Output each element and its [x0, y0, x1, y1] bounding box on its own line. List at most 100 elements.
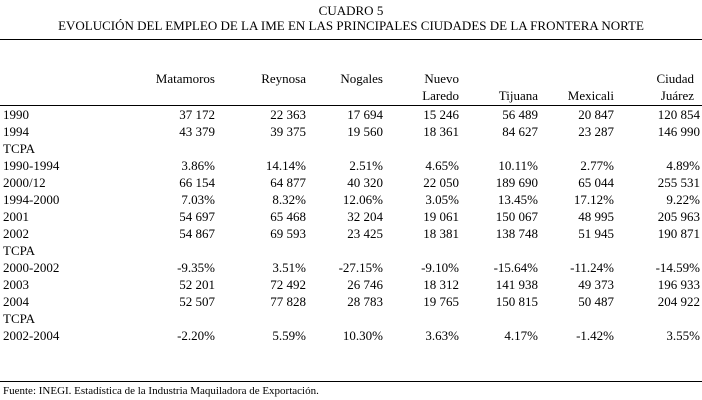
table-cell [459, 140, 538, 157]
table-row: 2002-2004 -2.20% 5.59% 10.30% 3.63% 4.17% -1.4… [0, 327, 700, 344]
table-row: 1990-1994 3.86% 14.14% 2.51% 4.65% 10.11% 2.77… [0, 157, 700, 174]
row-label: 2002-2004 [3, 328, 60, 343]
table-row: TCPA [0, 140, 700, 157]
table-cell: -15.64% [493, 260, 538, 275]
row-label: 2003 [3, 277, 29, 292]
table-cell: 32 204 [347, 209, 383, 224]
table-cell: 150 815 [495, 294, 538, 309]
source-note: Fuente: INEGI. Estadística de la Industr… [3, 385, 319, 397]
table-cell: 64 877 [270, 175, 306, 190]
bottom-rule [0, 381, 702, 382]
table-cell: 19 560 [347, 124, 383, 139]
table-cell: 141 938 [495, 277, 538, 292]
table-cell: 3.51% [272, 260, 306, 275]
table-cell: 43 379 [179, 124, 215, 139]
table-cell: 28 783 [347, 294, 383, 309]
row-label: TCPA [3, 141, 36, 156]
table-cell: 17 694 [347, 107, 383, 122]
table-cell: 50 487 [578, 294, 614, 309]
table-cell: 4.17% [504, 328, 538, 343]
table-cell: 196 933 [657, 277, 700, 292]
row-label: 1994 [3, 124, 29, 139]
table-row: TCPA [0, 242, 700, 259]
column-header-nogales: Nogales [340, 71, 383, 86]
table-cell: 49 373 [578, 277, 614, 292]
table-cell [383, 310, 459, 327]
table-cell: 150 067 [495, 209, 538, 224]
table-cell [538, 310, 614, 327]
table-cell: 65 468 [270, 209, 306, 224]
table-cell [95, 310, 215, 327]
table-cell: 13.45% [497, 192, 538, 207]
table-cell: 77 828 [270, 294, 306, 309]
table-cell: -2.20% [177, 328, 215, 343]
row-label: 2004 [3, 294, 29, 309]
table-cell: 204 922 [657, 294, 700, 309]
table-cell [459, 310, 538, 327]
table-cell: 138 748 [495, 226, 538, 241]
table-cell: 56 489 [502, 107, 538, 122]
table-cell: 255 531 [657, 175, 700, 190]
table-cell: -9.35% [177, 260, 215, 275]
table-cell: 5.59% [272, 328, 306, 343]
table-row: 1994 43 379 39 375 19 560 18 361 84 627 23 287… [0, 123, 700, 140]
table-row: TCPA [0, 310, 700, 327]
table-cell: 18 361 [423, 124, 459, 139]
table-row: 2001 54 697 65 468 32 204 19 061 150 067 48 99… [0, 208, 700, 225]
table-cell [95, 140, 215, 157]
table-cell: 39 375 [270, 124, 306, 139]
row-label: 2001 [3, 209, 29, 224]
table-cell: 2.51% [349, 158, 383, 173]
table-cell [614, 310, 700, 327]
table-cell: 23 425 [347, 226, 383, 241]
table-cell: 189 690 [495, 175, 538, 190]
table-cell: 51 945 [578, 226, 614, 241]
table-cell [614, 242, 700, 259]
table-cell [459, 242, 538, 259]
table-cell: 84 627 [502, 124, 538, 139]
table-cell: 14.14% [265, 158, 306, 173]
row-label: 2000/12 [3, 175, 46, 190]
table-row: 2002 54 867 69 593 23 425 18 381 138 748 51 94… [0, 225, 700, 242]
table-cell: 66 154 [179, 175, 215, 190]
table-cell: 54 697 [179, 209, 215, 224]
table-cell: 23 287 [578, 124, 614, 139]
table-cell: 8.32% [272, 192, 306, 207]
table-cell: 22 050 [423, 175, 459, 190]
column-header-reynosa: Reynosa [261, 71, 306, 86]
table-cell: -27.15% [338, 260, 383, 275]
table-cell: 3.55% [666, 328, 700, 343]
table-cell [306, 242, 383, 259]
table-row: 2004 52 507 77 828 28 783 19 765 150 815 50 48… [0, 293, 700, 310]
table-cell: 19 765 [423, 294, 459, 309]
column-header-nuevo-laredo: Nuevo Laredo [422, 71, 459, 103]
top-rule [0, 39, 702, 40]
table-cell: 48 995 [578, 209, 614, 224]
table-cell: 3.86% [181, 158, 215, 173]
table-cell: 22 363 [270, 107, 306, 122]
column-header-ciudad-juarez: Ciudad Juárez [656, 71, 694, 103]
table-cell [306, 140, 383, 157]
table-cell: 37 172 [179, 107, 215, 122]
table-cell: 20 847 [578, 107, 614, 122]
table-cell: 4.65% [425, 158, 459, 173]
table-cell [538, 242, 614, 259]
table-cell [215, 140, 306, 157]
table-row: 2000-2002 -9.35% 3.51% -27.15% -9.10% -15.64%… [0, 259, 700, 276]
table-cell: 52 201 [179, 277, 215, 292]
table-cell: 9.22% [666, 192, 700, 207]
table-row: 2003 52 201 72 492 26 746 18 312 141 938 49 37… [0, 276, 700, 293]
table-cell: 40 320 [347, 175, 383, 190]
row-label: TCPA [3, 311, 36, 326]
table-cell: 146 990 [657, 124, 700, 139]
row-label: 2002 [3, 226, 29, 241]
table-cell: 10.30% [342, 328, 383, 343]
table-cell: 7.03% [181, 192, 215, 207]
table-cell: 190 871 [657, 226, 700, 241]
table-cell: 52 507 [179, 294, 215, 309]
table-cell: 26 746 [347, 277, 383, 292]
table-cell: 10.11% [498, 158, 538, 173]
row-label: TCPA [3, 243, 36, 258]
table-cell: 15 246 [423, 107, 459, 122]
table-title: EVOLUCIÓN DEL EMPLEO DE LA IME EN LAS PR… [58, 18, 644, 33]
